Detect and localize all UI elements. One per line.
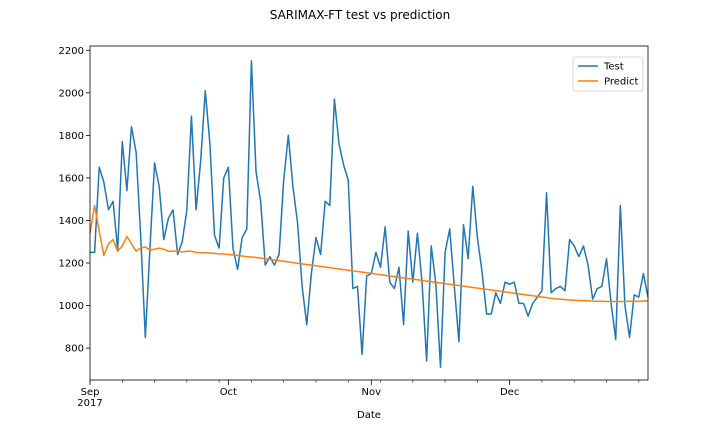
legend: Test Predict — [572, 56, 644, 92]
series-line-test — [90, 60, 649, 368]
legend-label-test: Test — [603, 62, 624, 73]
y-tick-label: 1400 — [59, 216, 84, 227]
x-tick-label: Oct — [220, 387, 237, 398]
plot-frame — [89, 45, 649, 381]
y-tick-label: 2000 — [59, 88, 84, 99]
plot-area — [89, 60, 649, 368]
y-tick-label: 1000 — [59, 301, 84, 312]
x-tick-label: Sep — [81, 387, 100, 398]
y-tick-label: 800 — [65, 344, 84, 355]
y-tick-label: 1200 — [59, 258, 84, 269]
y-tick-label: 1600 — [59, 173, 84, 184]
x-tick-sublabel: 2017 — [77, 398, 102, 409]
y-tick-label: 2200 — [59, 46, 84, 57]
legend-label-predict: Predict — [604, 77, 639, 88]
y-axis: 800 1000 1200 1400 1600 1800 2000 2200 — [59, 46, 90, 355]
x-axis-label: Date — [357, 410, 381, 421]
chart-title: SARIMAX-FT test vs prediction — [270, 8, 451, 22]
x-tick-label: Nov — [362, 387, 382, 398]
y-tick-label: 1800 — [59, 131, 84, 142]
x-tick-label: Dec — [500, 387, 519, 398]
series-line-predict — [89, 204, 649, 303]
